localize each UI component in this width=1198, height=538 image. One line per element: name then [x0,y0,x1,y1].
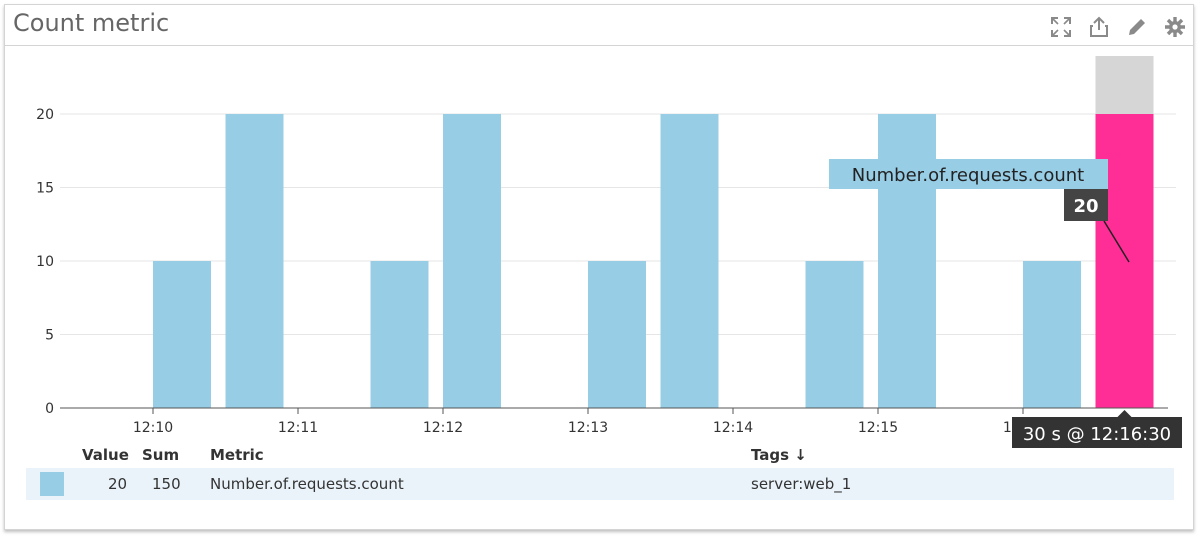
x-tick-label: 12:13 [568,420,608,436]
legend-metric: Number.of.requests.count [210,475,404,493]
legend-sum: 150 [152,475,181,493]
legend-header-sum[interactable]: Sum [142,446,180,464]
y-tick-label: 20 [36,107,54,123]
x-tick-label: 12:11 [278,420,318,436]
legend-header-tags[interactable]: Tags ↓ [751,446,807,464]
x-tick-label: 12:10 [133,420,173,436]
bar [588,261,646,408]
bar [225,114,284,408]
bar [1095,114,1154,408]
legend-row[interactable]: 20 150 Number.of.requests.count server:w… [26,468,1174,500]
bar [878,114,936,408]
edit-icon[interactable] [1125,15,1149,39]
bar [370,261,429,408]
time-label-text: 30 s @ 12:16:30 [1023,424,1171,445]
gear-icon[interactable] [1163,15,1187,39]
widget-title: Count metric [13,9,170,37]
x-tick-label: 12:15 [858,420,898,436]
x-tick-label: 12:14 [713,420,753,436]
widget-toolbar [1049,15,1187,39]
bar [153,261,211,408]
widget-header: Count metric [5,5,1193,46]
y-tick-label: 0 [45,401,54,417]
legend-tags: server:web_1 [751,475,852,493]
tooltip-metric-name: Number.of.requests.count [852,165,1084,186]
legend-header-value[interactable]: Value [82,446,129,464]
bar [443,114,501,408]
expand-icon[interactable] [1049,15,1073,39]
time-label-box [1012,417,1182,448]
tooltip-value: 20 [1073,196,1098,217]
x-tick-label: 12:12 [423,420,463,436]
bar [805,261,864,408]
y-tick-label: 10 [36,254,54,270]
hover-column-background [1095,56,1154,114]
y-tick-label: 5 [45,328,54,344]
tooltip-pointer-line [1103,220,1130,263]
share-icon[interactable] [1087,15,1111,39]
tooltip-value-box [1064,189,1108,221]
bar [1023,261,1081,408]
series-color-swatch [40,472,64,496]
time-label-arrow [1116,410,1133,418]
bar [660,114,719,408]
legend-value: 20 [108,475,128,493]
legend-header-metric[interactable]: Metric [210,446,264,464]
y-tick-label: 15 [36,181,54,197]
legend-header: Value Sum Metric Tags ↓ [26,446,1174,468]
tooltip-metric-box [829,159,1108,189]
legend-table: Value Sum Metric Tags ↓ 20 150 Number.of… [26,446,1174,500]
